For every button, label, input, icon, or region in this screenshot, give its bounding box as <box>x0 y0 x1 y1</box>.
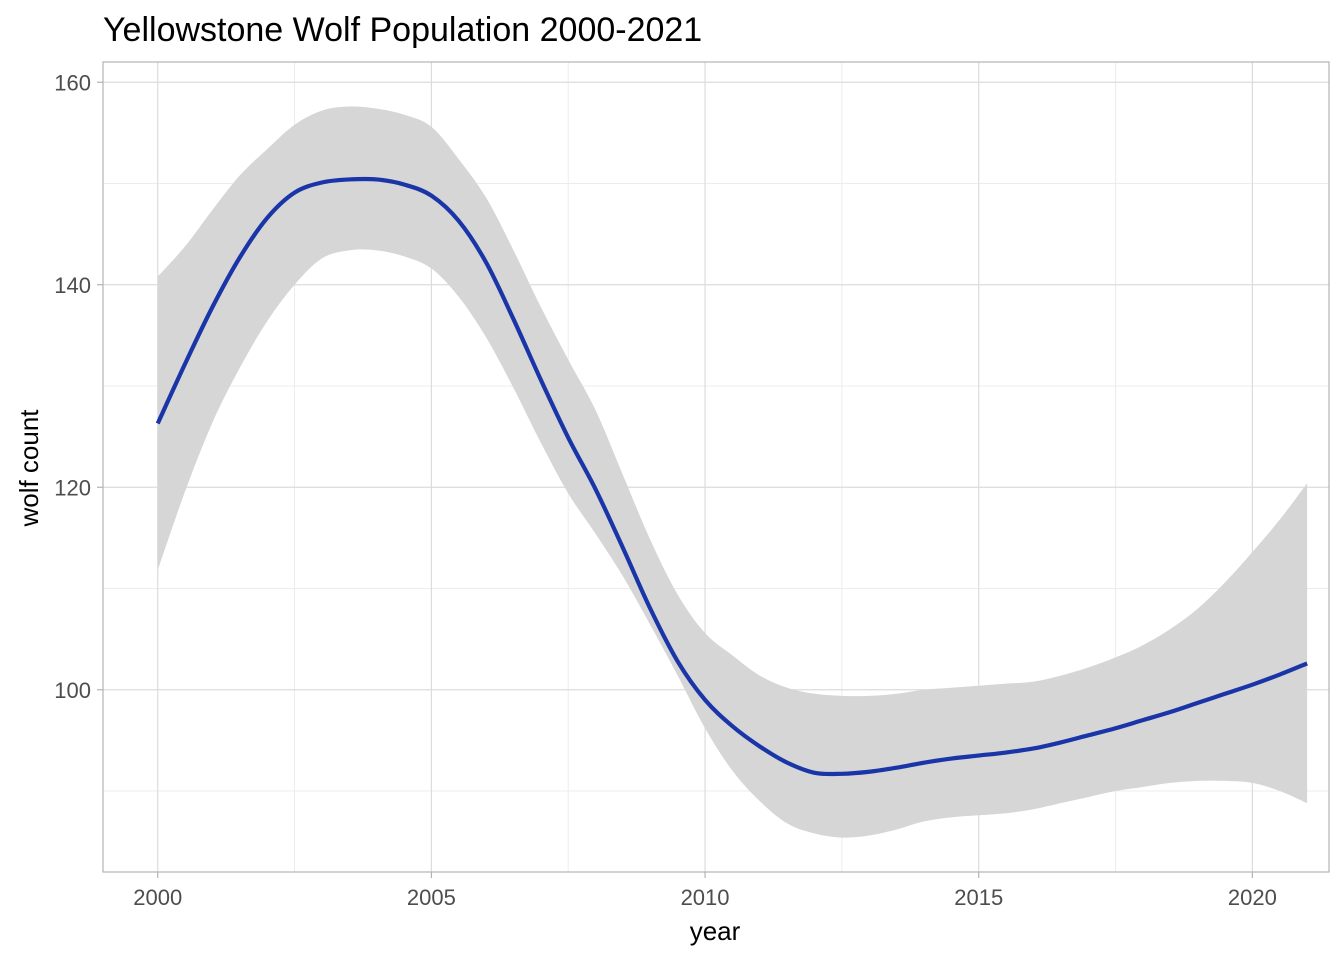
x-tick-label: 2015 <box>954 885 1003 910</box>
confidence-ribbon-layer <box>157 106 1308 838</box>
y-tick-label: 100 <box>54 678 91 703</box>
panel-border <box>102 61 1330 873</box>
trend-line <box>155 176 1308 777</box>
chart-title: Yellowstone Wolf Population 2000-2021 <box>103 11 702 49</box>
x-tick-label: 2000 <box>133 885 182 910</box>
y-tick-label: 140 <box>54 273 91 298</box>
y-axis-title: wolf count <box>14 409 44 528</box>
y-tick-label: 160 <box>54 70 91 95</box>
trend-line-layer <box>155 176 1308 777</box>
x-tick-label: 2010 <box>681 885 730 910</box>
x-axis-title: year <box>690 916 741 946</box>
y-tick-label: 120 <box>54 475 91 500</box>
x-tick-label: 2005 <box>407 885 456 910</box>
x-tick-label: 2020 <box>1228 885 1277 910</box>
tick-layer: 2000 2005 2010 2015 2020 100 120 140 160 <box>54 70 1277 910</box>
confidence-ribbon <box>157 106 1308 838</box>
